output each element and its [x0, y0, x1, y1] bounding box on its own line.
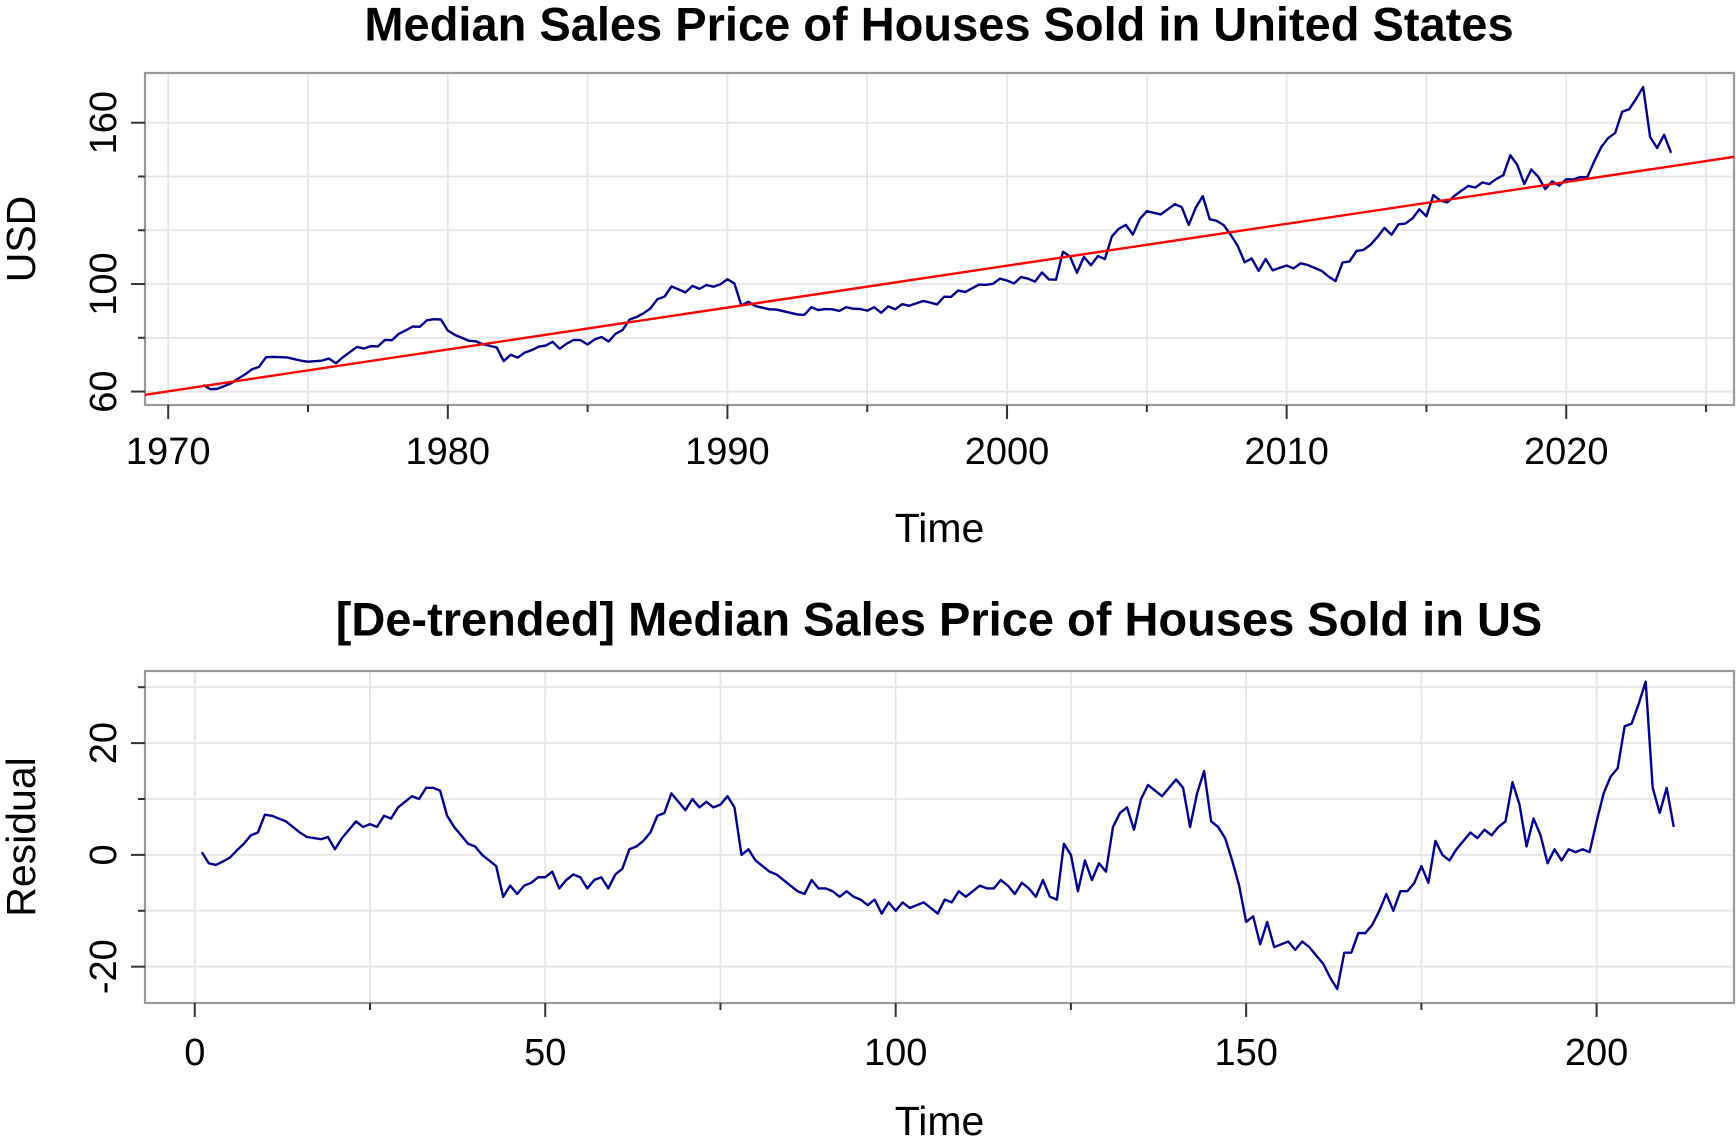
x-tick-label: 50: [524, 1032, 566, 1074]
x-tick-label: 2010: [1244, 431, 1329, 473]
x-tick-label: 0: [184, 1032, 205, 1074]
y-tick-label: 100: [83, 252, 125, 315]
plot-border: [143, 71, 1736, 407]
y-tick-label: 160: [83, 91, 125, 154]
x-axis-title: Time: [895, 1098, 985, 1144]
chart-title: [De-trended] Median Sales Price of House…: [336, 592, 1543, 645]
x-tick-label: 150: [1214, 1032, 1277, 1074]
y-axis-title: Residual: [0, 757, 44, 917]
y-tick-label: -20: [83, 939, 125, 994]
x-tick-label: 1980: [406, 431, 491, 473]
x-axis-title: Time: [895, 505, 985, 551]
y-tick-label: 0: [83, 844, 125, 865]
data-line: [145, 155, 1734, 396]
data-line: [200, 680, 1675, 991]
data-line: [202, 85, 1673, 391]
plot-border: [143, 669, 1736, 1005]
x-tick-label: 200: [1565, 1032, 1628, 1074]
x-tick-label: 100: [864, 1032, 927, 1074]
x-tick-label: 1970: [126, 431, 211, 473]
y-tick-label: 20: [83, 722, 125, 764]
x-tick-label: 2000: [965, 431, 1050, 473]
y-tick-label: 60: [83, 370, 125, 412]
y-axis-title: USD: [0, 196, 44, 283]
x-tick-label: 2020: [1524, 431, 1609, 473]
chart-title: Median Sales Price of Houses Sold in Uni…: [364, 0, 1513, 50]
x-tick-label: 1990: [685, 431, 770, 473]
